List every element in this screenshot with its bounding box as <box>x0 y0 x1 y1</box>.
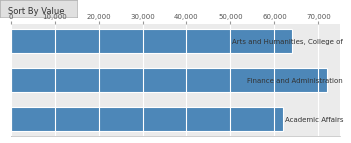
Bar <box>11 107 283 131</box>
Text: Sort By Value: Sort By Value <box>8 7 64 16</box>
Bar <box>11 29 292 53</box>
Bar <box>11 68 327 92</box>
